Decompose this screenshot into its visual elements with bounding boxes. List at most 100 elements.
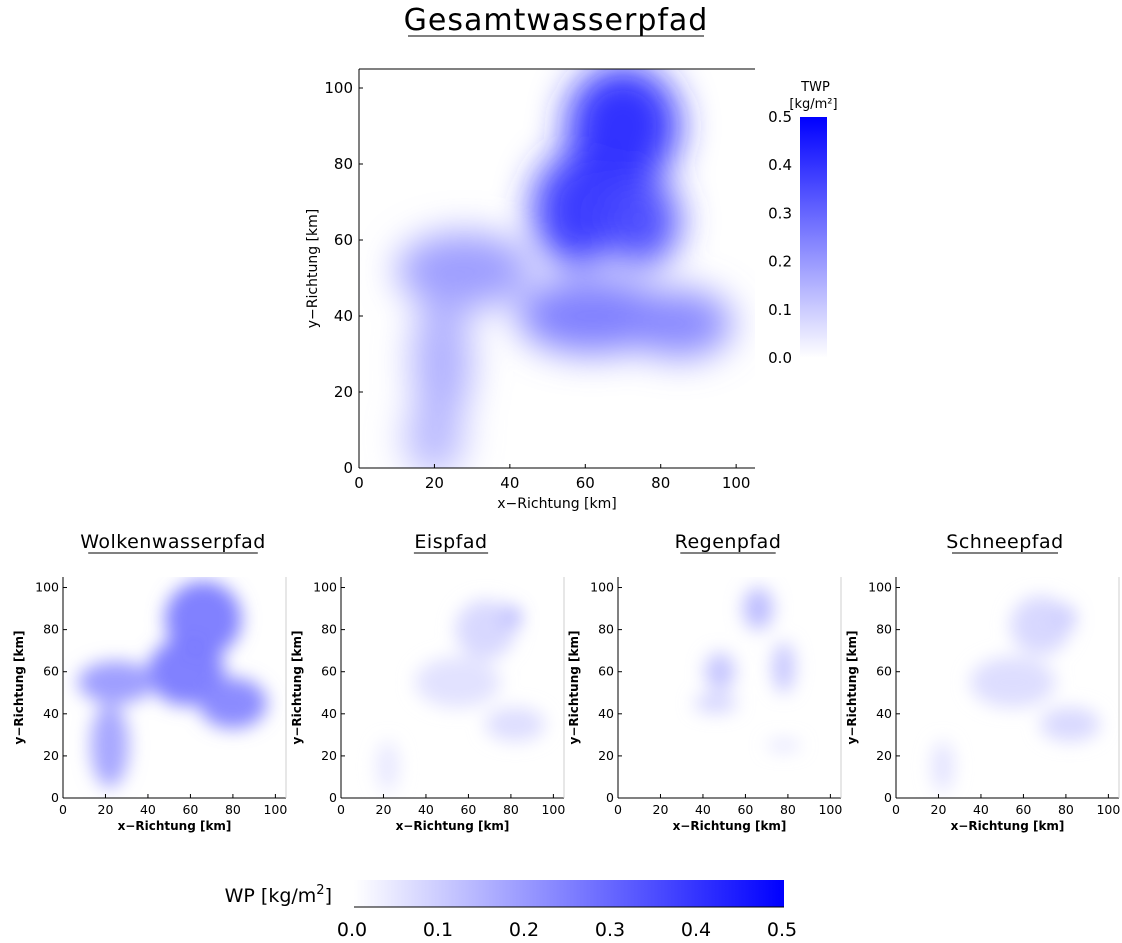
x-tick-label: 80: [1058, 802, 1074, 817]
y-tick-label: 40: [334, 307, 353, 325]
y-tick-label: 100: [35, 580, 59, 595]
x-tick-label: 40: [973, 802, 989, 817]
x-tick-label: 80: [503, 802, 519, 817]
y-tick-label: 0: [51, 790, 59, 805]
x-tick-label: 20: [425, 474, 444, 492]
x-tick-label: 100: [541, 802, 565, 817]
x-tick-label: 0: [892, 802, 900, 817]
heatmap-field: [359, 69, 755, 468]
x-tick-label: 40: [500, 474, 519, 492]
y-axis-label: y−Richtung [km]: [305, 209, 321, 328]
heatmap-blob: [743, 587, 774, 630]
heatmap-blob: [773, 642, 795, 693]
y-tick-label: 40: [876, 706, 892, 721]
y-tick-label: 0: [343, 459, 353, 477]
x-tick-label: 0: [337, 802, 345, 817]
heatmap-blob: [532, 152, 623, 267]
twp-colorbar-unit: [kg/m²]: [789, 97, 837, 112]
y-tick-label: 60: [598, 664, 614, 679]
x-tick-label: 80: [780, 802, 796, 817]
x-tick-label: 0: [354, 474, 364, 492]
heatmap-blob: [970, 656, 1056, 708]
heatmap-blob: [147, 638, 225, 706]
x-tick-label: 0: [59, 802, 67, 817]
x-tick-label: 20: [653, 802, 669, 817]
twp-colorbar-tick: 0.2: [768, 253, 792, 271]
heatmap-blob: [396, 232, 533, 309]
x-tick-label: 20: [98, 802, 114, 817]
y-tick-label: 20: [334, 383, 353, 401]
wp-colorbar-tick: 0.5: [767, 919, 797, 941]
heatmap-blob: [1010, 595, 1071, 655]
x-tick-label: 100: [818, 802, 842, 817]
wp-colorbar-label: WP [kg/m2]: [225, 883, 332, 907]
y-tick-label: 60: [321, 664, 337, 679]
panel-eispfad: Eispfad 0 20 40 60 80 100 0 20 40 60 80 100 x−Richtun…: [290, 531, 565, 833]
twp-colorbar-tick: 0.3: [768, 204, 792, 222]
x-tick-label: 100: [722, 474, 751, 492]
y-tick-label: 60: [334, 231, 353, 249]
heatmap-field: [618, 577, 841, 798]
wp-colorbar-tick: 0.2: [509, 919, 539, 941]
y-tick-label: 20: [321, 748, 337, 763]
panel-title: Gesamtwasserpfad: [404, 3, 709, 38]
twp-colorbar-tick: 0.1: [768, 301, 792, 319]
heatmap-blob: [604, 175, 680, 267]
heatmap-blob: [932, 741, 954, 792]
panel-title: Eispfad: [414, 531, 487, 553]
panel-title: Schneepfad: [946, 531, 1063, 553]
twp-colorbar: TWP [kg/m²] 0.0 0.1 0.2 0.3 0.4 0.5: [768, 80, 837, 367]
x-tick-label: 40: [418, 802, 434, 817]
x-tick-label: 40: [695, 802, 711, 817]
heatmap-blob: [198, 678, 267, 729]
y-tick-label: 60: [876, 664, 892, 679]
heatmap-blob: [164, 581, 242, 657]
x-tick-label: 20: [931, 802, 947, 817]
heatmap-blob: [411, 293, 473, 430]
y-axis-label: y−Richtung [km]: [567, 631, 581, 745]
wp-colorbar-tick: 0.0: [337, 919, 367, 941]
y-tick-label: 100: [590, 580, 614, 595]
y-tick-label: 60: [43, 664, 59, 679]
heatmap-blob: [626, 289, 733, 358]
x-tick-label: 0: [614, 802, 622, 817]
panel-wolkenwasserpfad: Wolkenwasserpfad 0 20 40 60 80 100 0 20 40 60 80 100…: [12, 531, 287, 833]
y-tick-label: 80: [43, 622, 59, 637]
y-tick-label: 20: [598, 748, 614, 763]
panel-regenpfad: Regenpfad 0 20 40 60 80 100 0 20 40 60 80 100 x−Richt…: [567, 531, 842, 833]
y-tick-label: 20: [43, 748, 59, 763]
twp-colorbar-title: TWP: [800, 80, 830, 95]
heatmap-blob: [415, 656, 501, 708]
x-axis-label: x−Richtung [km]: [497, 496, 616, 512]
x-tick-label: 60: [1015, 802, 1031, 817]
y-tick-label: 80: [598, 622, 614, 637]
y-tick-label: 100: [868, 580, 892, 595]
heatmap-blob: [485, 707, 545, 742]
y-axis-label: y−Richtung [km]: [845, 631, 859, 745]
heatmap-field: [63, 577, 286, 798]
y-axis-label: y−Richtung [km]: [290, 631, 304, 745]
y-tick-label: 0: [606, 790, 614, 805]
heatmap-blob: [455, 600, 516, 660]
panel-schneepfad: Schneepfad 0 20 40 60 80 100 0 20 40 60 80 100 x−Rich…: [845, 531, 1120, 833]
heatmap-blob: [404, 399, 465, 468]
twp-colorbar-gradient: [800, 117, 827, 358]
wp-colorbar: WP [kg/m2]0.0 0.1 0.2 0.3 0.4 0.5: [225, 880, 797, 941]
wp-colorbar-tick: 0.1: [423, 919, 453, 941]
x-tick-label: 100: [1096, 802, 1120, 817]
panel-title: Wolkenwasserpfad: [80, 531, 266, 553]
heatmap-field: [341, 577, 564, 798]
heatmap-blob: [90, 703, 129, 788]
x-axis-label: x−Richtung [km]: [396, 819, 510, 833]
x-tick-label: 80: [225, 802, 241, 817]
twp-colorbar-tick: 0.4: [768, 156, 792, 174]
heatmap-blob: [766, 741, 801, 750]
y-tick-label: 0: [329, 790, 337, 805]
y-tick-label: 20: [876, 748, 892, 763]
heatmap-blob: [705, 652, 735, 691]
y-tick-label: 100: [324, 79, 353, 97]
y-tick-label: 40: [321, 706, 337, 721]
x-tick-label: 60: [182, 802, 198, 817]
y-tick-label: 40: [598, 706, 614, 721]
